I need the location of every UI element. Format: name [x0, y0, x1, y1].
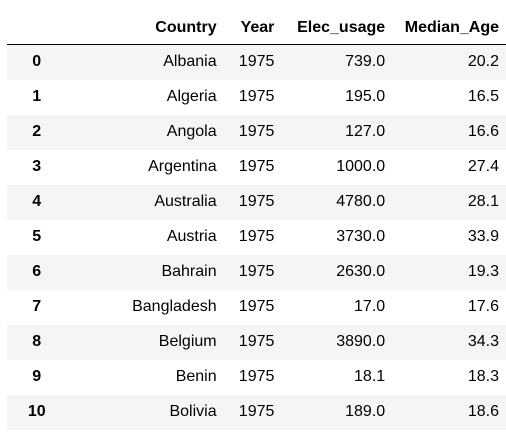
cell-median-age: 19.3	[389, 255, 506, 290]
cell-country: Argentina	[66, 150, 222, 185]
cell-median-age: 18.3	[389, 360, 506, 395]
row-index: 3	[7, 150, 66, 185]
cell-country: Benin	[66, 360, 222, 395]
cell-year: 1975	[223, 115, 281, 150]
row-index: 1	[7, 80, 66, 115]
table-body: 0 Albania 1975 739.0 20.2 1 Algeria 1975 195.0 16…	[7, 45, 506, 430]
cell-country: Bolivia	[66, 395, 222, 430]
row-index: 0	[7, 45, 66, 80]
index-column-header	[7, 11, 66, 45]
cell-country: Albania	[66, 45, 222, 80]
table-row: 7 Bangladesh 1975 17.0 17.6	[7, 290, 506, 325]
row-index: 9	[7, 360, 66, 395]
cell-year: 1975	[223, 150, 281, 185]
table-row: 10 Bolivia 1975 189.0 18.6	[7, 395, 506, 430]
cell-median-age: 17.6	[389, 290, 506, 325]
cell-elec-usage: 2630.0	[280, 255, 389, 290]
cell-country: Austria	[66, 220, 222, 255]
table-row: 9 Benin 1975 18.1 18.3	[7, 360, 506, 395]
cell-elec-usage: 1000.0	[280, 150, 389, 185]
table-row: 4 Australia 1975 4780.0 28.1	[7, 185, 506, 220]
dataframe-table: Country Year Elec_usage Median_Age 0 Alba…	[7, 11, 506, 430]
table-row: 5 Austria 1975 3730.0 33.9	[7, 220, 506, 255]
cell-year: 1975	[223, 185, 281, 220]
table-row: 3 Argentina 1975 1000.0 27.4	[7, 150, 506, 185]
cell-median-age: 16.5	[389, 80, 506, 115]
cell-median-age: 27.4	[389, 150, 506, 185]
cell-elec-usage: 18.1	[280, 360, 389, 395]
cell-median-age: 16.6	[389, 115, 506, 150]
column-header-elec-usage: Elec_usage	[280, 11, 389, 45]
cell-country: Bahrain	[66, 255, 222, 290]
cell-country: Angola	[66, 115, 222, 150]
cell-elec-usage: 4780.0	[280, 185, 389, 220]
cell-elec-usage: 189.0	[280, 395, 389, 430]
table-header: Country Year Elec_usage Median_Age	[7, 11, 506, 45]
cell-country: Algeria	[66, 80, 222, 115]
cell-country: Belgium	[66, 325, 222, 360]
table-row: 8 Belgium 1975 3890.0 34.3	[7, 325, 506, 360]
row-index: 8	[7, 325, 66, 360]
cell-year: 1975	[223, 395, 281, 430]
cell-median-age: 18.6	[389, 395, 506, 430]
cell-elec-usage: 739.0	[280, 45, 389, 80]
cell-year: 1975	[223, 325, 281, 360]
column-header-country: Country	[66, 11, 222, 45]
cell-year: 1975	[223, 290, 281, 325]
cell-median-age: 20.2	[389, 45, 506, 80]
cell-median-age: 28.1	[389, 185, 506, 220]
row-index: 2	[7, 115, 66, 150]
cell-elec-usage: 127.0	[280, 115, 389, 150]
cell-country: Bangladesh	[66, 290, 222, 325]
table-row: 0 Albania 1975 739.0 20.2	[7, 45, 506, 80]
cell-year: 1975	[223, 80, 281, 115]
cell-year: 1975	[223, 360, 281, 395]
row-index: 7	[7, 290, 66, 325]
cell-year: 1975	[223, 45, 281, 80]
column-header-year: Year	[223, 11, 281, 45]
table-row: 1 Algeria 1975 195.0 16.5	[7, 80, 506, 115]
cell-median-age: 33.9	[389, 220, 506, 255]
header-row: Country Year Elec_usage Median_Age	[7, 11, 506, 45]
row-index: 6	[7, 255, 66, 290]
cell-median-age: 34.3	[389, 325, 506, 360]
cell-year: 1975	[223, 255, 281, 290]
cell-country: Australia	[66, 185, 222, 220]
cell-elec-usage: 3890.0	[280, 325, 389, 360]
table-row: 2 Angola 1975 127.0 16.6	[7, 115, 506, 150]
cell-year: 1975	[223, 220, 281, 255]
cell-elec-usage: 195.0	[280, 80, 389, 115]
table-row: 6 Bahrain 1975 2630.0 19.3	[7, 255, 506, 290]
cell-elec-usage: 17.0	[280, 290, 389, 325]
column-header-median-age: Median_Age	[389, 11, 506, 45]
row-index: 4	[7, 185, 66, 220]
row-index: 10	[7, 395, 66, 430]
cell-elec-usage: 3730.0	[280, 220, 389, 255]
row-index: 5	[7, 220, 66, 255]
